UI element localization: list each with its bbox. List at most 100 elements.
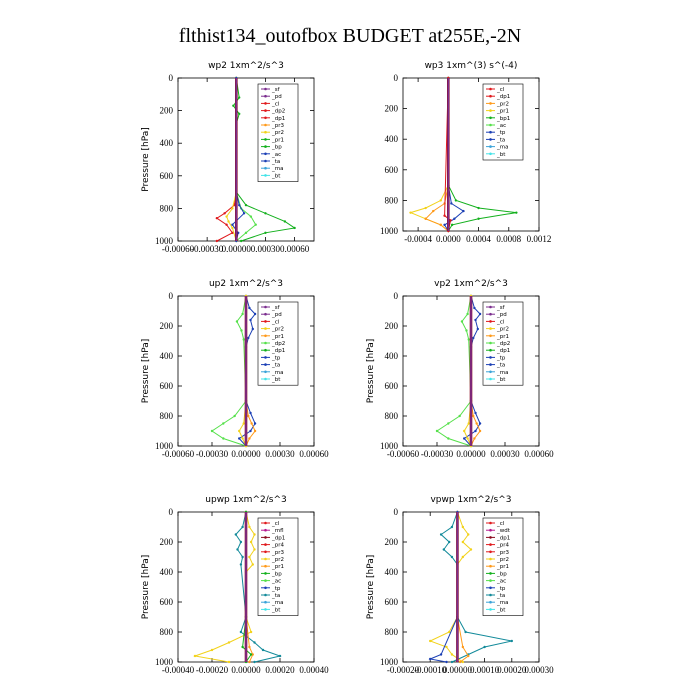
legend-label: _bt [496,377,506,383]
y-tick-label: 600 [160,171,174,181]
y-axis-label: Pressure [hPa] [141,127,151,192]
series-point [472,414,475,418]
panel-title: upwp 1xm^2/s^3 [205,495,286,505]
legend-marker [264,377,267,381]
legend-label: _dp1 [496,348,510,354]
chart-panel-1: wp2 1xm^2/s^3 0 200 400 600 800 1000-0.00060-0… [141,61,315,254]
series-point [461,540,465,544]
legend-marker [264,557,267,561]
series-point [193,654,197,658]
x-tick-label: 0.00060 [280,244,310,254]
chart-panel-2: wp3 1xm^(3) s^(-4) 0 200 400 600 800 1000 -0.00… [380,61,551,244]
x-tick-label: 0.00030 [490,449,520,459]
series-point [231,207,234,210]
legend-label: _cl [271,521,280,527]
y-tick-label: 800 [385,195,399,205]
series-point [424,217,427,220]
series-point [231,231,234,235]
series-point [249,630,253,634]
series-point [450,223,454,227]
series-point [238,112,241,116]
series-point [424,206,427,210]
series-point [248,437,251,440]
legend-label: _ma [496,600,508,606]
series-point [239,563,243,566]
legend-marker [489,564,492,568]
series-point [474,429,477,433]
series-point [239,239,243,243]
y-tick-label: 1000 [155,236,174,246]
series-point [469,548,473,551]
legend-label: _sf [496,305,506,311]
legend-label: _ma [271,166,283,172]
series-point [210,648,214,652]
legend-marker [264,600,267,604]
series-point [447,422,450,425]
legend-label: _pr2 [271,327,284,333]
legend-label: _pr2 [496,101,509,107]
series-point [227,641,231,644]
y-tick-label: 0 [169,73,174,83]
legend-label: _tp [496,586,506,592]
legend-label: _cl [496,521,505,527]
legend-marker [264,312,267,316]
y-axis-label: Pressure [hPa] [366,339,376,404]
series-point [235,320,239,323]
legend-marker [489,334,492,338]
series-point [449,219,452,222]
legend-marker [264,327,267,330]
y-tick-label: 600 [385,381,399,391]
series-point [242,422,245,425]
series-point [253,312,257,316]
series-point [231,226,234,230]
series-point [215,216,219,220]
series-point [253,422,257,425]
y-tick-label: 800 [160,203,174,213]
series-point [250,422,253,425]
y-tick-label: 1000 [380,657,399,667]
series-point [248,306,251,310]
legend-marker [264,152,267,156]
legend-marker [264,586,267,590]
x-tick-label: 0.00060 [524,449,554,459]
panel-title: wp3 1xm^(3) s^(-4) [425,61,518,71]
y-tick-label: 1000 [155,441,174,451]
series-point [478,422,482,425]
series-point [474,318,477,322]
legend-label: _bp [496,571,507,577]
legend-marker [489,130,492,134]
legend-marker [264,334,267,338]
legend-marker [489,356,492,359]
series-point [238,203,241,207]
series-line-2 [436,295,472,447]
x-tick-label: 0.0012 [527,234,552,244]
series-point [445,660,448,664]
x-tick-label: -0.00020 [387,665,420,675]
legend-marker [264,116,267,120]
series-point [238,96,241,99]
series-point [429,657,432,661]
legend-label: _tp [496,130,506,136]
series-point [251,653,254,656]
legend-marker [264,536,267,539]
series-point [249,318,252,322]
series-point [515,211,518,214]
series-point [251,327,254,331]
x-tick-label: -0.00060 [162,449,195,459]
y-axis-label: Pressure [hPa] [366,555,376,620]
series-point [466,312,469,316]
series-point [439,199,442,202]
series-point [467,654,470,658]
legend-label: _cl [496,319,505,325]
legend-label: _ac [496,579,506,585]
legend-marker [264,593,267,597]
legend-marker [489,377,492,381]
y-tick-label: 600 [160,381,174,391]
legend-label: _pr1 [271,334,284,340]
legend-marker [264,528,267,532]
y-tick-label: 800 [385,627,399,637]
x-tick-label: 0.00000 [231,665,261,675]
legend-marker [489,370,492,374]
series-point [473,437,476,440]
x-tick-label: 0.0004 [466,234,491,244]
